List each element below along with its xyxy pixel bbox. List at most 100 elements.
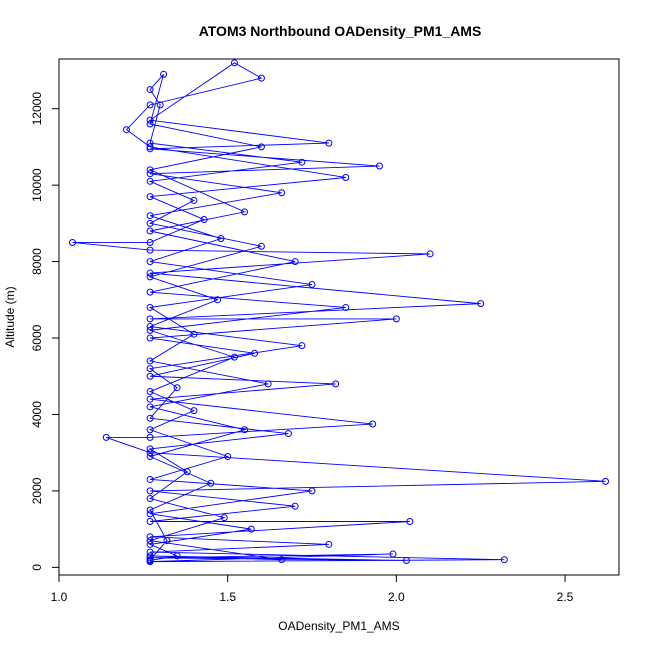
y-tick-label: 6000	[30, 324, 44, 351]
data-point	[146, 177, 154, 185]
data-point	[146, 227, 154, 235]
x-axis: 1.0 1.5 2.0 2.5	[51, 575, 574, 604]
data-point	[257, 74, 265, 82]
data-point	[190, 407, 198, 415]
data-point	[298, 158, 306, 166]
y-axis: 0 2000 4000 6000 8000 10000 12000	[30, 92, 59, 571]
data-point	[146, 365, 154, 373]
data-point	[291, 502, 299, 510]
y-tick-label: 0	[30, 564, 44, 571]
data-point	[146, 426, 154, 434]
data-point	[375, 162, 383, 170]
data-point	[146, 433, 154, 441]
data-point	[146, 554, 154, 562]
data-point	[251, 349, 259, 357]
data-point	[284, 430, 292, 438]
data-point	[200, 216, 208, 224]
data-point	[146, 552, 154, 560]
data-point	[146, 143, 154, 151]
data-point	[146, 315, 154, 323]
data-point	[426, 250, 434, 258]
data-point	[217, 235, 225, 243]
data-point	[264, 380, 272, 388]
data-point	[146, 475, 154, 483]
plot-frame	[58, 58, 620, 576]
data-point	[163, 537, 171, 545]
x-tick-label: 2.5	[557, 590, 574, 604]
data-point	[278, 189, 286, 197]
data-point	[68, 238, 76, 246]
data-point	[241, 426, 249, 434]
y-tick-label: 8000	[30, 248, 44, 275]
data-point	[173, 552, 181, 560]
data-point	[224, 453, 232, 461]
data-point	[146, 120, 154, 128]
data-point	[146, 495, 154, 503]
data-point	[146, 372, 154, 380]
data-point	[146, 510, 154, 518]
data-point	[146, 212, 154, 220]
data-point	[325, 139, 333, 147]
data-point	[146, 269, 154, 277]
data-point	[241, 208, 249, 216]
data-point	[146, 414, 154, 422]
data-point	[146, 323, 154, 331]
data-point	[146, 388, 154, 396]
data-point	[190, 196, 198, 204]
data-point	[369, 420, 377, 428]
data-point	[146, 540, 154, 548]
data-point	[146, 537, 154, 545]
data-point	[257, 143, 265, 151]
data-point	[190, 330, 198, 338]
x-tick-label: 1.5	[219, 590, 236, 604]
data-point	[146, 533, 154, 541]
data-point	[298, 342, 306, 350]
data-point	[146, 219, 154, 227]
data-point	[146, 395, 154, 403]
data-point	[230, 59, 238, 67]
data-point	[146, 170, 154, 178]
y-axis-label: Altitude (m)	[3, 286, 17, 347]
data-point	[392, 315, 400, 323]
data-point	[156, 101, 164, 109]
data-point	[230, 353, 238, 361]
data-point	[146, 326, 154, 334]
data-point	[183, 468, 191, 476]
data-point	[146, 139, 154, 147]
data-point	[146, 273, 154, 281]
data-point	[122, 126, 130, 134]
data-point	[146, 86, 154, 94]
data-point	[146, 487, 154, 495]
data-point	[160, 70, 168, 78]
data-point	[146, 303, 154, 311]
data-point	[146, 357, 154, 365]
series-line	[72, 62, 606, 563]
x-tick-label: 2.0	[388, 590, 405, 604]
data-point	[406, 517, 414, 525]
data-point	[146, 258, 154, 266]
y-tick-label: 4000	[30, 401, 44, 428]
data-point	[308, 281, 316, 289]
data-point	[325, 540, 333, 548]
data-point	[342, 173, 350, 181]
data-point	[602, 477, 610, 485]
chart-title: ATOM3 Northbound OADensity_PM1_AMS	[199, 23, 482, 39]
x-tick-label: 1.0	[51, 590, 68, 604]
data-point	[146, 556, 154, 564]
data-point	[146, 193, 154, 201]
data-point	[146, 288, 154, 296]
data-point	[146, 166, 154, 174]
data-point	[332, 380, 340, 388]
data-point	[146, 517, 154, 525]
data-point	[214, 296, 222, 304]
data-point	[146, 334, 154, 342]
y-tick-label: 10000	[30, 168, 44, 202]
data-point	[477, 300, 485, 308]
data-point	[291, 258, 299, 266]
data-point	[146, 449, 154, 457]
data-point	[308, 487, 316, 495]
x-axis-label: OADensity_PM1_AMS	[278, 619, 399, 633]
data-point	[342, 303, 350, 311]
